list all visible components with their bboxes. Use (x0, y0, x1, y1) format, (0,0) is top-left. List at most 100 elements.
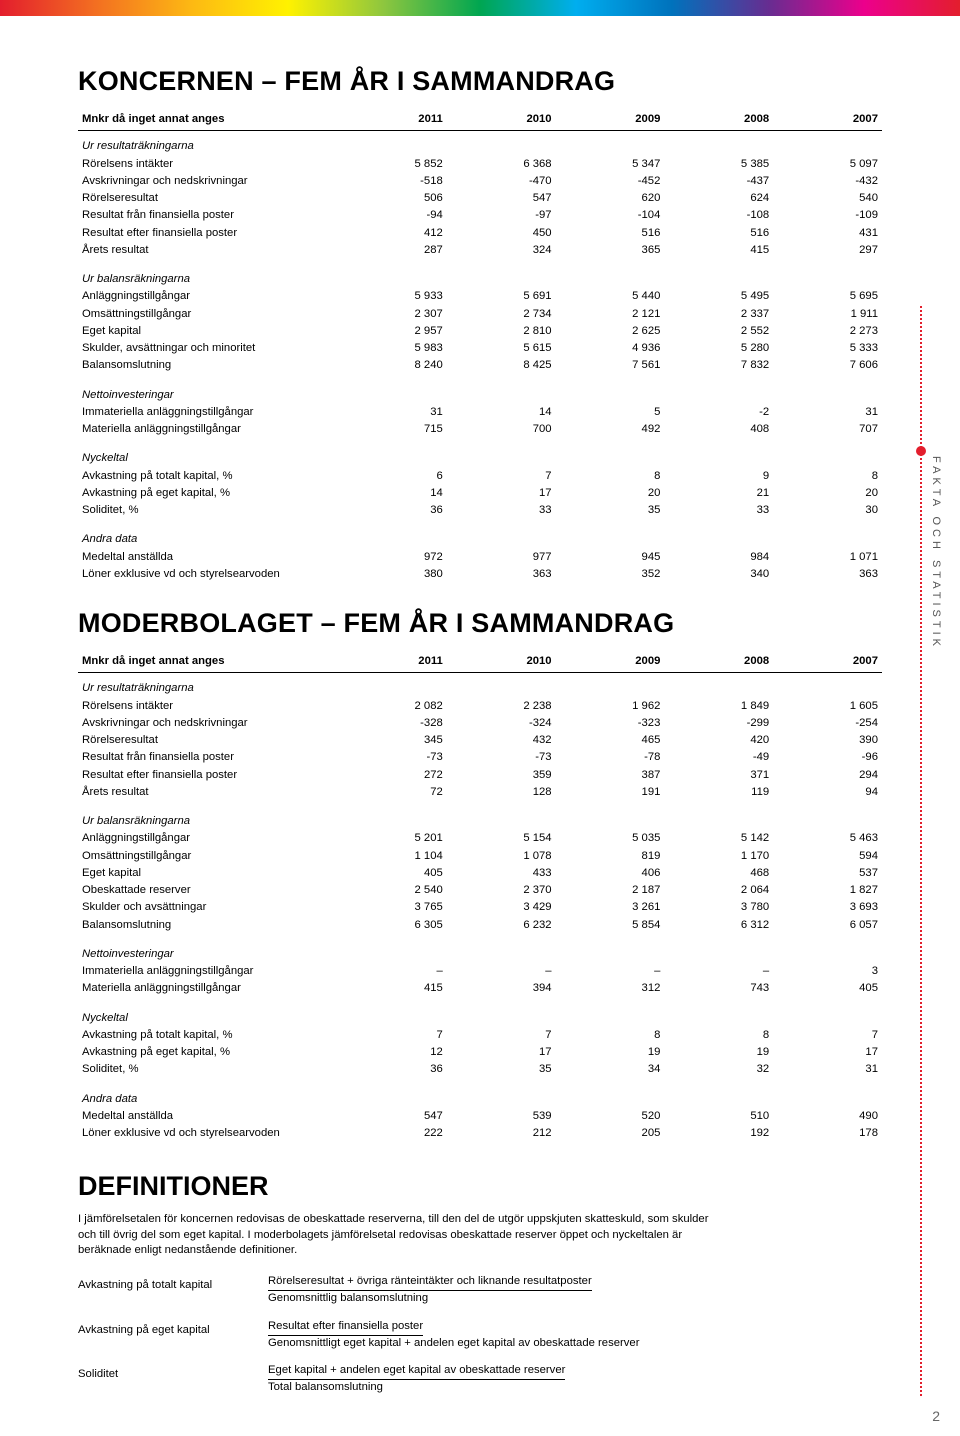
row-value: 128 (447, 784, 556, 806)
row-value: 8 (556, 468, 665, 485)
row-value: 450 (447, 225, 556, 242)
row-value: 8 240 (338, 357, 447, 379)
table-row: Balansomslutning8 2408 4257 5617 8327 60… (78, 357, 882, 379)
row-value: -2 (664, 404, 773, 421)
row-value: -437 (664, 173, 773, 190)
table-row: Resultat från finansiella poster-73-73-7… (78, 749, 882, 766)
row-value: 380 (338, 566, 447, 588)
row-value: 743 (664, 980, 773, 1002)
row-value: 312 (556, 980, 665, 1002)
row-value: 17 (447, 1044, 556, 1061)
table-header-year: 2008 (664, 651, 773, 673)
row-value: 432 (447, 732, 556, 749)
row-value: 405 (773, 980, 882, 1002)
row-value: 5 691 (447, 288, 556, 305)
row-value: 6 305 (338, 917, 447, 939)
table-row: Avkastning på eget kapital, %1417202120 (78, 485, 882, 502)
row-value: 272 (338, 767, 447, 784)
definition-formula: Resultat efter finansiella posterGenomsn… (268, 1317, 649, 1354)
row-value: 19 (664, 1044, 773, 1061)
row-value: 2 625 (556, 323, 665, 340)
row-value: 5 347 (556, 156, 665, 173)
table-row: Rörelseresultat345432465420390 (78, 732, 882, 749)
row-value: 72 (338, 784, 447, 806)
table-row: Medeltal anställda9729779459841 071 (78, 549, 882, 566)
table-row: Resultat efter finansiella poster2723593… (78, 767, 882, 784)
row-value: 363 (773, 566, 882, 588)
table-row: Balansomslutning6 3056 2325 8546 3126 05… (78, 917, 882, 939)
row-value: 420 (664, 732, 773, 749)
row-value: – (447, 963, 556, 980)
table-row: Skulder, avsättningar och minoritet5 983… (78, 340, 882, 357)
row-value: 819 (556, 848, 665, 865)
table-row: Resultat efter finansiella poster4124505… (78, 225, 882, 242)
table-row: Materiella anläggningstillgångar41539431… (78, 980, 882, 1002)
row-label: Obeskattade reserver (78, 882, 338, 899)
row-value: 492 (556, 421, 665, 443)
row-value: 1 078 (447, 848, 556, 865)
side-marker-dot (916, 446, 926, 456)
row-label: Avskrivningar och nedskrivningar (78, 715, 338, 732)
row-value: 12 (338, 1044, 447, 1061)
row-value: 5 695 (773, 288, 882, 305)
table-header-year: 2009 (556, 109, 665, 131)
definition-term: Avkastning på eget kapital (78, 1317, 268, 1354)
row-value: 406 (556, 865, 665, 882)
row-value: 2 082 (338, 698, 447, 715)
row-value: 363 (447, 566, 556, 588)
row-label: Resultat efter finansiella poster (78, 225, 338, 242)
row-label: Medeltal anställda (78, 549, 338, 566)
row-value: 5 852 (338, 156, 447, 173)
row-value: 431 (773, 225, 882, 242)
table-row: Avskrivningar och nedskrivningar-518-470… (78, 173, 882, 190)
row-value: -432 (773, 173, 882, 190)
row-value: 5 280 (664, 340, 773, 357)
table-header-year: 2010 (447, 109, 556, 131)
row-label: Eget kapital (78, 323, 338, 340)
table-section-heading: Ur resultaträkningarna (78, 131, 882, 156)
row-value: 5 983 (338, 340, 447, 357)
table-row: Soliditet, %3635343231 (78, 1061, 882, 1083)
row-value: 6 057 (773, 917, 882, 939)
row-value: -328 (338, 715, 447, 732)
row-value: 222 (338, 1125, 447, 1147)
row-value: 540 (773, 190, 882, 207)
row-label: Balansomslutning (78, 917, 338, 939)
row-value: 537 (773, 865, 882, 882)
row-value: 6 312 (664, 917, 773, 939)
table-header-year: 2007 (773, 109, 882, 131)
table-row: Eget kapital2 9572 8102 6252 5522 273 (78, 323, 882, 340)
row-value: 2 273 (773, 323, 882, 340)
row-value: 212 (447, 1125, 556, 1147)
row-label: Soliditet, % (78, 502, 338, 524)
row-value: 5 (556, 404, 665, 421)
row-value: 14 (447, 404, 556, 421)
row-value: 5 097 (773, 156, 882, 173)
row-value: 19 (556, 1044, 665, 1061)
row-label: Rörelsens intäkter (78, 156, 338, 173)
row-value: 405 (338, 865, 447, 882)
row-value: 8 (664, 1027, 773, 1044)
koncernen-table: Mnkr då inget annat anges201120102009200… (78, 109, 882, 588)
row-label: Avkastning på eget kapital, % (78, 1044, 338, 1061)
row-label: Anläggningstillgångar (78, 830, 338, 847)
row-value: 7 (447, 468, 556, 485)
table-row: Immateriella anläggningstillgångar31145-… (78, 404, 882, 421)
row-value: -49 (664, 749, 773, 766)
row-value: 624 (664, 190, 773, 207)
row-label: Avskrivningar och nedskrivningar (78, 173, 338, 190)
row-label: Löner exklusive vd och styrelsearvoden (78, 1125, 338, 1147)
row-label: Rörelseresultat (78, 732, 338, 749)
table-row: Anläggningstillgångar5 2015 1545 0355 14… (78, 830, 882, 847)
row-label: Avkastning på totalt kapital, % (78, 468, 338, 485)
row-value: 30 (773, 502, 882, 524)
table-section-heading: Nettoinvesteringar (78, 380, 882, 404)
row-value: 2 957 (338, 323, 447, 340)
row-value: 2 552 (664, 323, 773, 340)
row-value: 715 (338, 421, 447, 443)
row-label: Skulder och avsättningar (78, 899, 338, 916)
row-value: 700 (447, 421, 556, 443)
row-label: Materiella anläggningstillgångar (78, 980, 338, 1002)
row-value: 490 (773, 1108, 882, 1125)
row-value: 2 540 (338, 882, 447, 899)
